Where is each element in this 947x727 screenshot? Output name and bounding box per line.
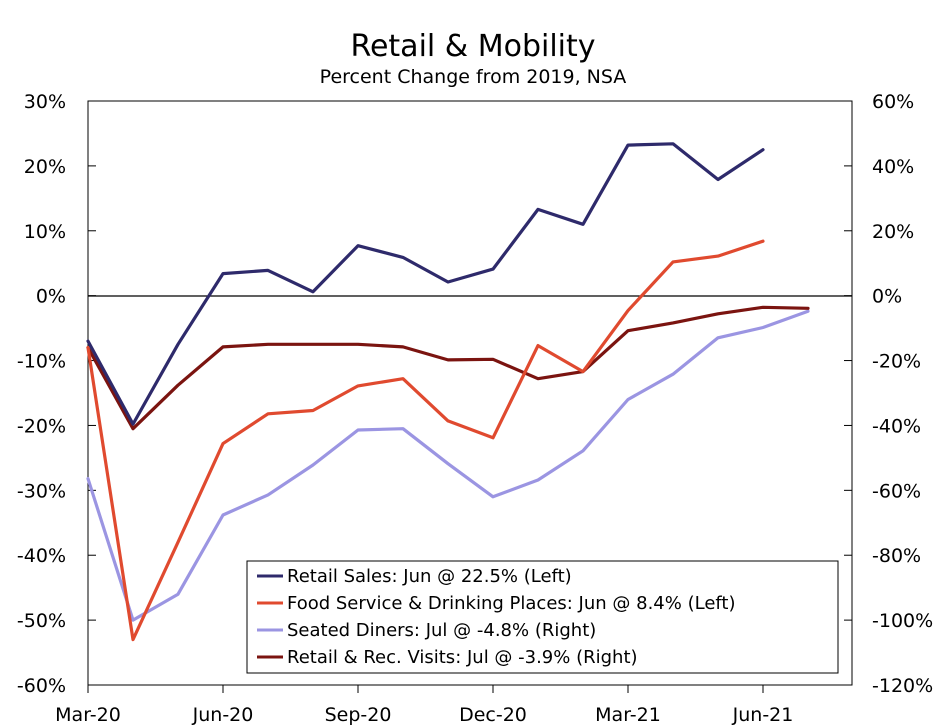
chart-title: Retail & Mobility xyxy=(350,29,595,64)
series-line-retail-sales xyxy=(86,142,765,426)
series-line-retail-rec-visits xyxy=(86,305,810,431)
x-tick-label: Sep-20 xyxy=(325,704,392,726)
left-tick-label: -10% xyxy=(17,351,66,373)
x-tick-label: Mar-21 xyxy=(595,704,661,726)
legend-label-seated-diners: Seated Diners: Jul @ -4.8% (Right) xyxy=(287,620,596,641)
series-line-seated-diners xyxy=(86,309,810,622)
right-y-axis: 60% 40% 20% 0% -20% -40% -60% -80% -100% -120% xyxy=(844,91,933,697)
series-line-food-service xyxy=(86,239,765,642)
right-tick-label: -120% xyxy=(872,675,933,697)
x-tick-label: Dec-20 xyxy=(459,704,527,726)
right-tick-label: 40% xyxy=(872,156,914,178)
left-tick-label: 20% xyxy=(24,156,66,178)
left-tick-label: 0% xyxy=(36,286,66,308)
right-tick-label: 60% xyxy=(872,91,914,113)
left-tick-label: 10% xyxy=(24,221,66,243)
left-tick-label: -40% xyxy=(17,545,66,567)
right-tick-label: -100% xyxy=(872,610,933,632)
left-tick-label: 30% xyxy=(24,91,66,113)
left-tick-label: -20% xyxy=(17,415,66,437)
right-tick-label: -20% xyxy=(872,351,921,373)
right-tick-label: -80% xyxy=(872,545,921,567)
x-tick-label: Jun-21 xyxy=(732,704,794,726)
x-tick-label: Jun-20 xyxy=(192,704,254,726)
right-tick-label: -40% xyxy=(872,415,921,437)
legend: Retail Sales: Jun @ 22.5% (Left) Food Se… xyxy=(246,560,839,674)
left-y-axis: 30% 20% 10% 0% -10% -20% -30% -40% -50% -60% xyxy=(17,91,96,697)
plot-area xyxy=(87,100,853,686)
left-tick-label: -60% xyxy=(17,675,66,697)
right-tick-label: 20% xyxy=(872,221,914,243)
legend-box xyxy=(246,560,839,674)
left-tick-label: -50% xyxy=(17,610,66,632)
left-tick-label: -30% xyxy=(17,480,66,502)
legend-label-food-service: Food Service & Drinking Places: Jun @ 8.… xyxy=(287,593,736,614)
right-tick-label: -60% xyxy=(872,480,921,502)
chart-subtitle: Percent Change from 2019, NSA xyxy=(320,66,627,88)
x-tick-label: Mar-20 xyxy=(55,704,121,726)
legend-label-retail-rec-visits: Retail & Rec. Visits: Jul @ -3.9% (Right… xyxy=(287,647,638,668)
x-axis: Mar-20 Jun-20 Sep-20 Dec-20 Mar-21 Jun-21 xyxy=(55,685,793,726)
legend-label-retail-sales: Retail Sales: Jun @ 22.5% (Left) xyxy=(287,566,572,587)
series-layer xyxy=(86,142,810,642)
right-tick-label: 0% xyxy=(872,286,902,308)
